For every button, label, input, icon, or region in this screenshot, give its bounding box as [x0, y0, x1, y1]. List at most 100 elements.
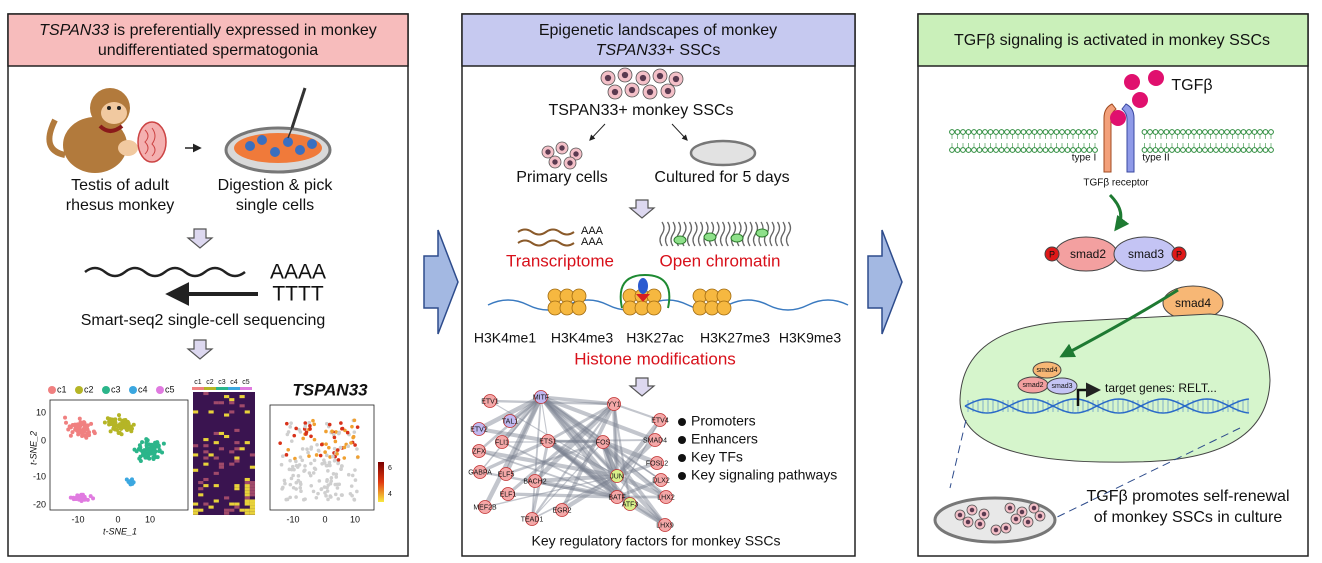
gene-point [284, 453, 289, 457]
mrna [84, 266, 246, 278]
gene-point [339, 493, 344, 497]
cluster-bar [216, 387, 228, 390]
node-label: LHX9 [656, 522, 674, 529]
tsne-point [78, 495, 83, 500]
label: TGFβ receptor [1083, 178, 1149, 189]
gene-point [309, 434, 313, 439]
poly-a: AAA [581, 236, 604, 248]
node-label: GABPA [468, 469, 492, 476]
panel-header [7, 13, 409, 67]
heatmap-cell [203, 477, 209, 482]
nucleosomes [487, 273, 849, 316]
header-text: TSPAN33 is preferentially expressed in m… [39, 22, 377, 39]
network-node [473, 465, 487, 479]
gene-point [296, 474, 301, 478]
phospho [1044, 246, 1060, 262]
heatmap-cell [244, 484, 250, 488]
heatmap-cell [229, 410, 235, 414]
gene-point [348, 492, 353, 496]
gene-point [334, 472, 339, 477]
tsne-point [73, 424, 78, 429]
heatmap-cell [249, 511, 256, 515]
gene-point [325, 479, 329, 484]
heatmap-cell [234, 459, 240, 463]
bullet [678, 436, 686, 444]
phospho-label: P [1049, 249, 1055, 259]
gene-point [332, 435, 337, 440]
network-node [528, 474, 542, 488]
heatmap-cell [203, 438, 209, 442]
gene-point [294, 459, 298, 464]
mrna [517, 228, 575, 247]
gene-point [284, 421, 289, 426]
chromatin-fiber [692, 221, 698, 247]
network-node [653, 413, 667, 427]
gene-point [333, 439, 338, 444]
heatmap-cell [244, 477, 250, 482]
heatmap-cell [234, 484, 240, 488]
heatmap-cell [249, 502, 256, 506]
legend-label: c1 [57, 384, 67, 394]
legend-dot [48, 386, 56, 394]
ligand [1148, 70, 1164, 86]
gene-point [303, 421, 308, 425]
label: smad2 [1022, 382, 1043, 389]
legend-dot [156, 386, 164, 394]
node-label: ETV4 [651, 417, 669, 424]
panel-frame [461, 13, 856, 557]
nucleus [969, 507, 975, 513]
header-text: TGFβ signaling is activated in monkey SS… [954, 32, 1270, 49]
network-node [610, 469, 624, 483]
network-edge [611, 403, 620, 477]
chromatin-fiber [714, 221, 720, 247]
header-text: TSPAN33+ SSCs [596, 42, 721, 59]
gene-point [340, 464, 344, 468]
chromatin-fiber [725, 221, 731, 247]
heatmap-cell [229, 502, 235, 506]
heatmap-cell [193, 453, 199, 457]
network-edge [616, 461, 658, 478]
gene-point [322, 460, 327, 465]
heatmap-cell [234, 487, 240, 491]
gene-point [314, 453, 319, 457]
nucleus [959, 313, 1271, 463]
label: rhesus monkey [66, 197, 175, 214]
gene-point [290, 464, 295, 469]
axis-label: t-SNE_2 [28, 431, 38, 465]
gene-point [335, 452, 339, 456]
open-site [703, 232, 717, 242]
heatmap-cell [213, 484, 219, 488]
chromatin-fiber [785, 221, 792, 247]
footer: Key regulatory factors for monkey SSCs [532, 533, 781, 549]
network-edge [612, 403, 632, 505]
gene-point [350, 473, 355, 478]
label: Digestion & pick [218, 177, 334, 194]
tsne-point [138, 447, 143, 452]
nucleus [611, 88, 619, 96]
heatmap-cell [229, 401, 235, 405]
gene-point [300, 458, 305, 463]
chromatin-fiber [686, 221, 693, 247]
gene-point [346, 444, 351, 449]
network-edge [489, 399, 615, 406]
down-arrow [628, 199, 656, 219]
node-label: BATF [608, 494, 625, 501]
network-edge [533, 402, 616, 483]
network-edge [482, 395, 544, 509]
histone-marks: H3K4me1 H3K4me3 H3K27ac H3K27me3 H3K9me3 [474, 330, 841, 346]
tsne-point [85, 431, 90, 436]
cluster-bar [228, 387, 240, 390]
nucleus [672, 75, 680, 83]
histone [716, 300, 732, 316]
gene-point [291, 485, 296, 490]
legend-dot [129, 386, 137, 394]
tsne-point [155, 442, 160, 447]
bullet [678, 472, 686, 480]
gene-point [355, 489, 359, 494]
gene-point [356, 455, 360, 459]
network-edge [531, 403, 615, 520]
heatmap-cell [213, 471, 219, 475]
gene-point [352, 430, 357, 434]
heatmap-cell [234, 456, 240, 460]
gene-point [328, 455, 332, 459]
